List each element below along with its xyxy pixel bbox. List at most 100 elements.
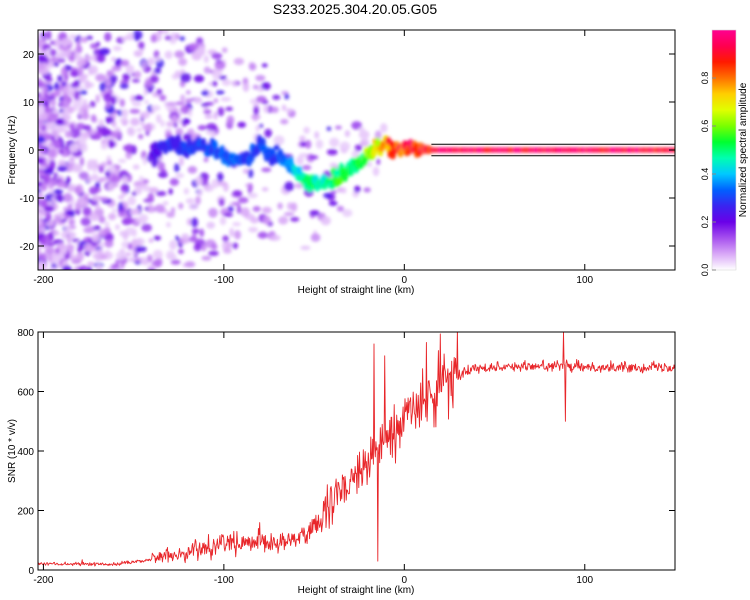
noise-blob [166, 121, 175, 128]
noise-blob [136, 127, 143, 133]
noise-blob [53, 189, 64, 195]
noise-blob [203, 55, 209, 64]
noise-blob [141, 223, 152, 232]
noise-blob [255, 74, 266, 82]
noise-blob [200, 102, 210, 107]
noise-blob [112, 45, 122, 52]
x-tick-label: 100 [576, 575, 593, 586]
noise-blob [104, 221, 110, 228]
noise-blob [261, 206, 272, 214]
noise-blob [132, 250, 137, 256]
noise-blob [44, 247, 55, 255]
noise-blob [117, 194, 125, 200]
noise-blob [129, 108, 141, 114]
noise-blob [270, 106, 279, 114]
noise-blob [211, 178, 220, 189]
spectrogram-data [38, 30, 675, 275]
noise-blob [294, 183, 304, 189]
noise-blob [374, 130, 382, 141]
x-tick-label: -100 [214, 275, 234, 286]
noise-blob [258, 123, 264, 129]
noise-blob [248, 62, 257, 71]
y-tick-label: 400 [17, 447, 34, 458]
noise-blob [60, 98, 70, 109]
noise-blob [169, 178, 180, 186]
noise-blob [107, 182, 115, 192]
noise-blob [98, 119, 104, 128]
noise-blob [132, 208, 140, 215]
noise-blob [41, 182, 48, 192]
noise-blob [261, 82, 271, 91]
colorbar-tick-label: 0.4 [700, 168, 710, 181]
noise-blob [84, 82, 89, 89]
noise-blob [305, 139, 312, 149]
noise-blob [68, 247, 74, 254]
noise-blob [38, 224, 42, 234]
noise-blob [225, 106, 233, 112]
noise-blob [170, 259, 181, 265]
noise-blob [45, 77, 53, 82]
noise-blob [214, 60, 226, 70]
colorbar-gradient [712, 30, 736, 270]
noise-blob [175, 235, 180, 241]
noise-blob [133, 95, 144, 102]
noise-blob [98, 165, 105, 173]
noise-blob [110, 131, 122, 139]
noise-blob [111, 65, 122, 72]
noise-blob [262, 215, 271, 225]
noise-blob [56, 182, 68, 188]
noise-blob [45, 212, 52, 222]
noise-blob [195, 175, 203, 186]
noise-blob [83, 124, 92, 131]
noise-blob [351, 121, 362, 130]
noise-blob [175, 173, 185, 179]
noise-blob [133, 50, 143, 58]
noise-blob [68, 218, 76, 225]
noise-blob [99, 242, 105, 249]
colorbar: 0.0 0.2 0.4 0.6 0.8 Normalized spectral ampl… [700, 29, 749, 276]
noise-blob [203, 157, 209, 163]
noise-blob [137, 133, 144, 140]
noise-blob [139, 111, 150, 119]
noise-blob [252, 205, 261, 212]
noise-blob [71, 271, 76, 275]
noise-blob [253, 106, 259, 116]
noise-blob [309, 210, 320, 216]
noise-blob [170, 31, 177, 41]
y-tick-label: 0 [28, 146, 34, 157]
noise-blob [82, 206, 92, 216]
noise-blob [188, 236, 198, 243]
noise-blob [156, 88, 163, 95]
ridge-blob [156, 150, 163, 158]
noise-blob [230, 201, 241, 206]
noise-blob [177, 248, 184, 255]
noise-blob [263, 104, 269, 114]
x-tick-label: 100 [576, 275, 593, 286]
noise-blob [49, 141, 55, 149]
y-tick-label: 10 [23, 98, 35, 109]
noise-blob [290, 216, 300, 222]
noise-blob [299, 135, 306, 142]
noise-blob [64, 225, 71, 236]
noise-blob [83, 243, 94, 253]
noise-blob [123, 217, 134, 225]
noise-blob [85, 55, 92, 62]
noise-blob [142, 179, 150, 184]
noise-blob [140, 256, 148, 265]
noise-blob [83, 226, 94, 234]
noise-blob [155, 55, 162, 62]
noise-blob [107, 267, 114, 270]
noise-blob [69, 128, 81, 139]
noise-blob [96, 248, 104, 257]
noise-blob [215, 90, 225, 95]
noise-blob [105, 166, 117, 172]
noise-blob [48, 121, 57, 131]
noise-blob [135, 185, 144, 190]
y-tick-label: 0 [28, 566, 34, 577]
noise-blob [225, 241, 233, 248]
snr-xlabel: Height of straight line (km) [298, 585, 415, 596]
noise-blob [201, 243, 207, 252]
noise-blob [108, 70, 115, 77]
noise-blob [119, 98, 126, 108]
noise-blob [219, 216, 227, 226]
